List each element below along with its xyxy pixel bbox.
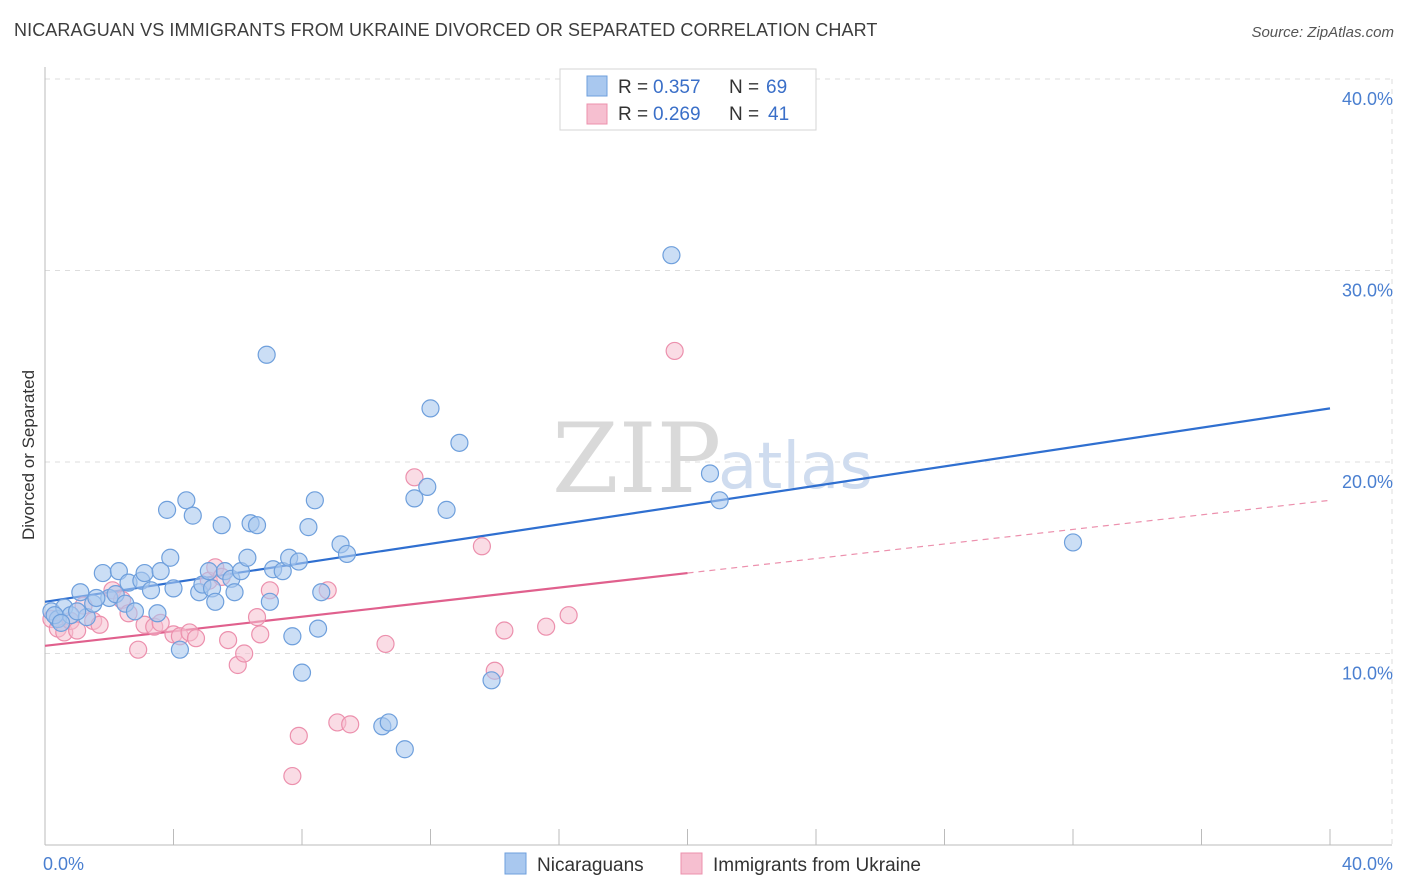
- point-ukraine-18: [186, 629, 206, 648]
- bottom-legend-swatch-nicaraguans: [504, 852, 527, 875]
- point-nicaraguans-51: [337, 544, 357, 564]
- trend-line-nicaraguans: [44, 407, 1331, 603]
- legend-r-value-2: 0.269: [653, 104, 701, 125]
- point-nicaraguans-35: [238, 548, 257, 567]
- point-ukraine-11: [129, 640, 148, 659]
- point-ukraine-26: [251, 625, 270, 644]
- watermark-zip-text: ZIP: [552, 403, 721, 515]
- point-nicaraguans-16: [141, 581, 161, 600]
- point-nicaraguans-23: [177, 491, 196, 510]
- point-nicaraguans-57: [421, 399, 440, 418]
- point-ukraine-22: [219, 630, 238, 650]
- x-tick-label-min: 0.0%: [43, 854, 84, 874]
- point-ukraine-38: [537, 617, 556, 636]
- point-nicaraguans-61: [662, 246, 681, 265]
- point-nicaraguans-59: [450, 433, 469, 452]
- point-ukraine-37: [495, 621, 514, 640]
- legend-r-label-1: R =: [618, 77, 648, 98]
- point-nicaraguans-54: [395, 740, 414, 759]
- point-ukraine-40: [665, 341, 684, 361]
- point-nicaraguans-4: [71, 583, 90, 602]
- point-nicaraguans-63: [710, 491, 729, 510]
- point-nicaraguans-24: [183, 506, 202, 525]
- point-nicaraguans-13: [125, 602, 145, 621]
- point-nicaraguans-15: [135, 563, 154, 583]
- point-nicaraguans-45: [292, 663, 312, 682]
- bottom-legend-nicaraguans: Nicaraguans: [537, 855, 644, 876]
- chart-title: NICARAGUAN VS IMMIGRANTS FROM UKRAINE DI…: [14, 20, 878, 40]
- watermark: ZIP atlas: [552, 403, 873, 515]
- point-nicaraguans-7: [93, 563, 112, 583]
- points-nicaraguans: [42, 246, 1083, 759]
- bottom-legend-ukraine: Immigrants from Ukraine: [713, 855, 921, 876]
- trend-line-ukraine-extension: [687, 499, 1331, 574]
- point-nicaraguans-17: [148, 604, 167, 623]
- point-nicaraguans-53: [379, 713, 398, 732]
- legend-swatch-ukraine: [586, 103, 608, 125]
- legend-box: R = 0.357 N = 69 R = 0.269 N = 41: [559, 68, 817, 131]
- point-ukraine-28: [283, 766, 302, 786]
- bottom-legend-swatch-ukraine: [680, 852, 703, 875]
- y-axis-label: Divorced or Separated: [19, 370, 38, 540]
- point-nicaraguans-27: [199, 562, 218, 581]
- point-nicaraguans-18: [151, 562, 170, 581]
- axes: [44, 67, 1392, 846]
- point-nicaraguans-56: [418, 477, 437, 496]
- point-ukraine-25: [247, 608, 267, 627]
- source-credit: Source: ZipAtlas.com: [1251, 24, 1394, 41]
- legend-n-label-2: N =: [729, 104, 759, 125]
- point-nicaraguans-64: [1063, 533, 1083, 552]
- point-ukraine-39: [559, 606, 578, 625]
- point-nicaraguans-29: [206, 592, 225, 611]
- point-nicaraguans-19: [157, 500, 177, 519]
- point-nicaraguans-33: [225, 583, 244, 602]
- point-nicaraguans-22: [170, 640, 190, 659]
- point-nicaraguans-68: [87, 588, 106, 608]
- legend-n-label-1: N =: [729, 77, 759, 98]
- point-nicaraguans-30: [212, 516, 231, 535]
- grid-lines: [45, 78, 1393, 845]
- point-ukraine-34: [405, 468, 424, 487]
- point-nicaraguans-44: [289, 552, 308, 571]
- legend-r-label-2: R =: [618, 104, 648, 125]
- point-nicaraguans-38: [257, 345, 276, 364]
- point-nicaraguans-62: [700, 464, 720, 483]
- legend-r-value-1: 0.357: [653, 77, 701, 98]
- point-ukraine-32: [341, 715, 360, 734]
- x-tick-label-max: 40.0%: [1342, 854, 1393, 874]
- legend-n-value-1: 69: [766, 77, 787, 98]
- point-ukraine-24: [235, 644, 254, 663]
- point-ukraine-4: [68, 621, 87, 640]
- bottom-legend: Nicaraguans Immigrants from Ukraine: [504, 852, 921, 876]
- watermark-atlas-text: atlas: [718, 430, 873, 504]
- y-tick-label-10: 10.0%: [1342, 664, 1393, 684]
- point-ukraine-33: [376, 634, 395, 654]
- point-nicaraguans-66: [51, 613, 71, 632]
- tick-labels: 10.0% 20.0% 30.0% 40.0% 0.0% 40.0%: [43, 89, 1393, 874]
- point-nicaraguans-47: [305, 491, 324, 510]
- point-nicaraguans-60: [482, 671, 501, 690]
- legend-n-value-2: 41: [768, 104, 789, 125]
- point-nicaraguans-37: [247, 516, 267, 535]
- point-nicaraguans-43: [283, 627, 302, 646]
- point-nicaraguans-20: [161, 548, 180, 567]
- point-nicaraguans-55: [405, 489, 424, 508]
- legend-swatch-nicaraguans: [586, 75, 608, 97]
- y-tick-label-30: 30.0%: [1342, 281, 1393, 301]
- point-nicaraguans-58: [437, 500, 456, 519]
- point-ukraine-35: [472, 537, 491, 556]
- point-nicaraguans-48: [308, 619, 328, 638]
- point-nicaraguans-21: [164, 579, 183, 598]
- point-nicaraguans-49: [312, 583, 331, 602]
- y-tick-label-20: 20.0%: [1342, 472, 1393, 492]
- point-nicaraguans-67: [68, 602, 87, 621]
- y-tick-label-40: 40.0%: [1342, 89, 1393, 109]
- point-ukraine-29: [289, 726, 308, 745]
- point-nicaraguans-39: [260, 592, 279, 611]
- point-nicaraguans-46: [299, 518, 318, 537]
